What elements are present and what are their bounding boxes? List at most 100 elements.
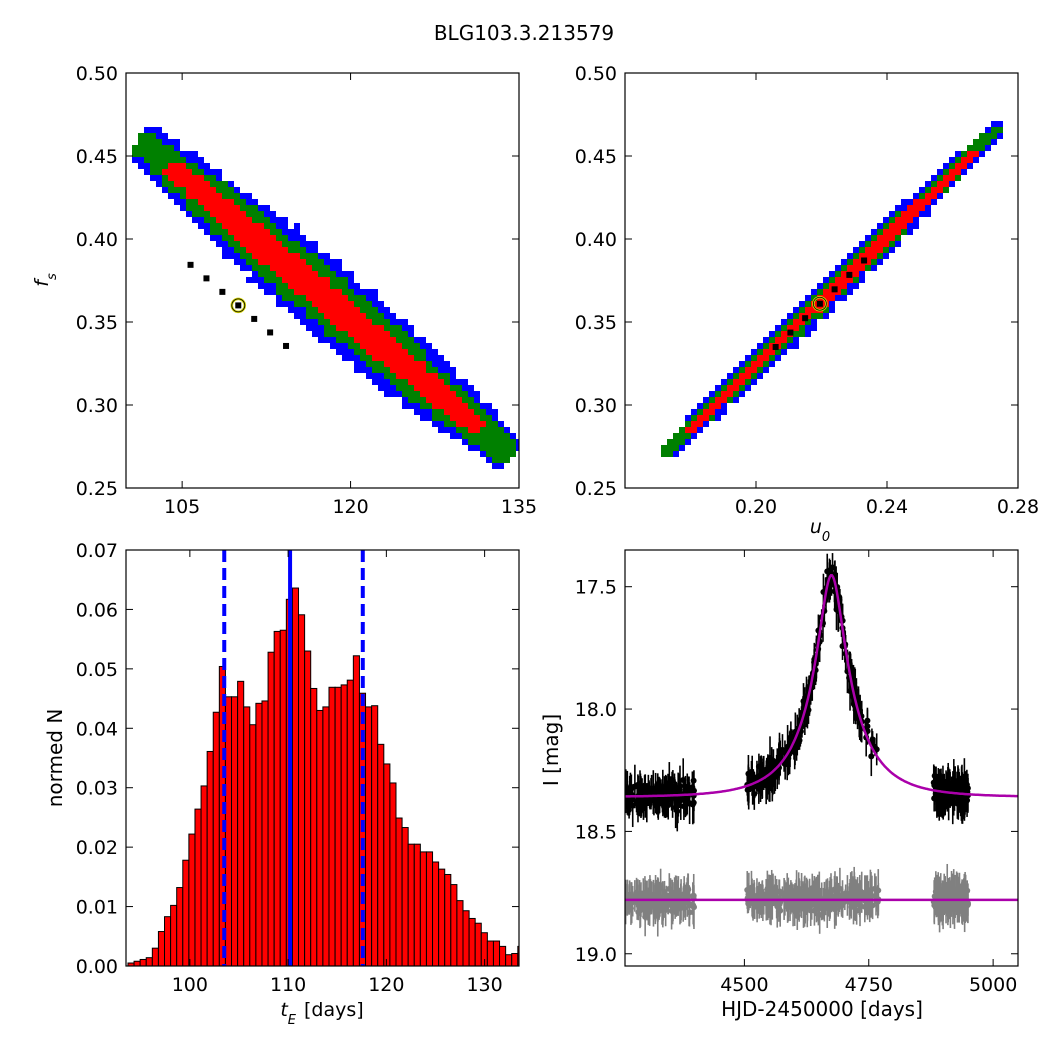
heat-cell — [985, 127, 991, 133]
y-tick-label: 0.02 — [76, 837, 118, 859]
heat-cell — [156, 169, 162, 175]
heat-cell — [324, 259, 330, 265]
heat-cell — [697, 415, 703, 421]
heat-cell — [673, 433, 679, 439]
heat-cell — [456, 409, 462, 415]
heat-cell — [168, 193, 174, 199]
heat-cell — [979, 139, 985, 145]
heat-cell — [480, 445, 486, 451]
heat-cell — [378, 319, 384, 325]
heat-cell — [276, 277, 282, 283]
heat-cell — [450, 397, 456, 403]
heat-cell — [444, 367, 450, 373]
heat-cell — [865, 247, 871, 253]
heat-cell — [360, 343, 366, 349]
y-tick-label: 0.06 — [76, 599, 118, 621]
heat-cell — [997, 133, 1003, 139]
heat-cell — [751, 379, 757, 385]
heat-cell — [372, 289, 378, 295]
heat-cell — [751, 373, 757, 379]
heat-cell — [378, 373, 384, 379]
heat-cell — [390, 331, 396, 337]
histogram-bar — [224, 696, 233, 967]
heat-cell — [967, 163, 973, 169]
heat-cell — [246, 199, 252, 205]
heat-cell — [853, 247, 859, 253]
heat-cell — [997, 121, 1003, 127]
heat-cell — [210, 223, 216, 229]
heat-cell — [198, 175, 204, 181]
heat-cell — [258, 235, 264, 241]
heat-cell — [348, 295, 354, 301]
heat-cell — [949, 163, 955, 169]
heat-cell — [486, 409, 492, 415]
heat-cell — [270, 259, 276, 265]
heat-cell — [342, 283, 348, 289]
heat-cell — [228, 247, 234, 253]
panel-lightcurve: 4500 4750 5000 17.5 18.0 18.5 19.0 HJD-2450000 … — [539, 549, 1019, 1021]
heat-cell — [216, 187, 222, 193]
heat-cell — [769, 337, 775, 343]
heat-cell — [943, 181, 949, 187]
heat-cell — [811, 325, 817, 331]
x-tick-label: 135 — [501, 496, 537, 518]
heat-cell — [456, 391, 462, 397]
heatmap-cells — [661, 121, 1003, 457]
heat-cell — [721, 409, 727, 415]
heat-cell — [781, 319, 787, 325]
heat-cell — [871, 247, 877, 253]
heat-cell — [961, 151, 967, 157]
heat-cell — [853, 283, 859, 289]
heat-cell — [456, 379, 462, 385]
heat-cell — [360, 289, 366, 295]
heat-cell — [835, 283, 841, 289]
heat-cell — [198, 223, 204, 229]
heat-cell — [444, 379, 450, 385]
heat-cell — [360, 367, 366, 373]
plot-frame — [624, 72, 1019, 489]
heat-cell — [853, 259, 859, 265]
heat-cell — [673, 439, 679, 445]
heat-cell — [324, 301, 330, 307]
heat-cell — [354, 361, 360, 367]
heat-cell — [264, 277, 270, 283]
heat-cell — [186, 151, 192, 157]
heat-cell — [240, 253, 246, 259]
heat-cell — [138, 139, 144, 145]
heat-cell — [210, 187, 216, 193]
x-tick-label: 0.20 — [735, 496, 777, 518]
heat-cell — [913, 217, 919, 223]
heat-cell — [288, 295, 294, 301]
heat-cell — [823, 313, 829, 319]
heat-cell — [312, 295, 318, 301]
heat-cell — [318, 265, 324, 271]
heat-cell — [913, 199, 919, 205]
heat-cell — [258, 205, 264, 211]
heat-cell — [462, 409, 468, 415]
heat-cell — [414, 379, 420, 385]
heat-cell — [150, 151, 156, 157]
heat-cell — [931, 175, 937, 181]
heat-cell — [156, 145, 162, 151]
heat-cell — [354, 349, 360, 355]
x-tick-label: 120 — [332, 496, 368, 518]
heat-cell — [408, 397, 414, 403]
heat-cell — [679, 427, 685, 433]
heat-cell — [348, 355, 354, 361]
heat-cell — [342, 295, 348, 301]
heat-cell — [288, 271, 294, 277]
x-tick-label: 100 — [172, 974, 208, 996]
heat-cell — [462, 397, 468, 403]
heat-cell — [937, 175, 943, 181]
heat-cell — [276, 253, 282, 259]
heat-cell — [234, 217, 240, 223]
histogram-bar — [322, 706, 330, 967]
heat-cell — [210, 205, 216, 211]
heat-cell — [348, 313, 354, 319]
heat-cell — [264, 283, 270, 289]
heat-cell — [787, 325, 793, 331]
heat-cell — [859, 277, 865, 283]
heat-cell — [901, 223, 907, 229]
heat-cell — [426, 379, 432, 385]
